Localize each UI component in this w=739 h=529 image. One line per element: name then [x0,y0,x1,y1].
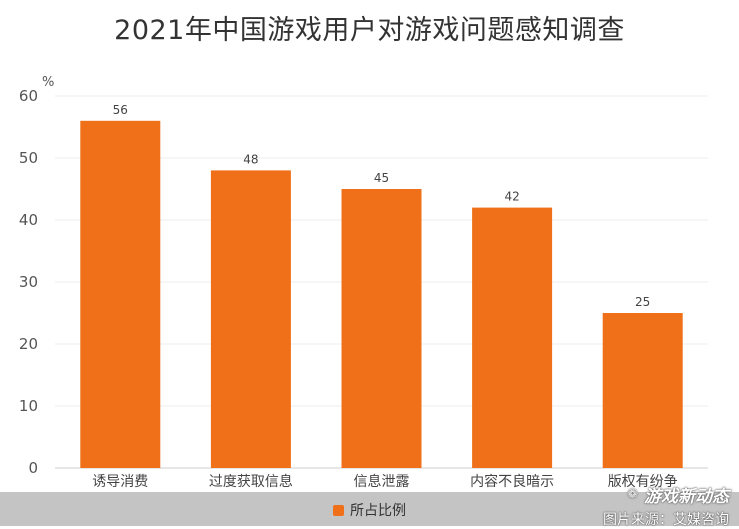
y-tick-label: 10 [19,397,38,415]
bar-value-label: 42 [504,190,519,204]
bar [80,120,161,469]
y-axis: 0 10 20 30 40 50 60% [19,75,54,477]
y-tick-label: 30 [19,273,38,291]
bar-value-label: 56 [113,103,128,117]
y-tick-label: 20 [19,335,38,353]
y-axis-unit: % [42,75,54,90]
chart-title: 2021年中国游戏用户对游戏问题感知调查 [114,15,625,46]
legend-swatch [333,504,344,516]
legend: 所占比例 [333,500,406,520]
watermark-account: 游戏新动态 [644,487,729,507]
legend-label: 所占比例 [350,503,406,519]
bar-labels: 56 48 45 42 25 [113,103,651,309]
wechat-icon: ❁ [627,487,638,502]
watermark: ❁ 游戏新动态 图片来源：艾媒咨询 [603,482,729,529]
y-tick-label: 60 [19,87,38,105]
bars [80,120,683,469]
watermark-source: 图片来源：艾媒咨询 [603,512,729,528]
x-tick-label: 信息泄露 [354,473,410,490]
footer-bar: 所占比例 ❁ 游戏新动态 图片来源：艾媒咨询 [0,487,739,528]
bar [341,189,422,468]
x-tick-label: 诱导消费 [92,474,148,490]
watermark-account-line: ❁ 游戏新动态 [603,482,729,507]
bar [602,313,683,468]
y-tick-label: 0 [28,459,38,477]
bar [472,207,553,468]
x-tick-label: 版权有纷争 [608,474,678,490]
bar-chart: 0 10 20 30 40 50 60% 56 48 45 42 25 诱导消费 过度获取信息 信息泄露… [19,75,708,490]
bar-value-label: 25 [635,295,650,309]
y-tick-label: 40 [19,211,38,229]
bar [210,170,291,468]
y-tick-label: 50 [19,149,38,167]
x-tick-label: 过度获取信息 [209,473,293,490]
x-axis: 诱导消费 过度获取信息 信息泄露 内容不良暗示 版权有纷争 [92,473,677,490]
x-tick-label: 内容不良暗示 [470,473,554,490]
bar-value-label: 45 [374,171,389,185]
bar-value-label: 48 [243,152,258,166]
